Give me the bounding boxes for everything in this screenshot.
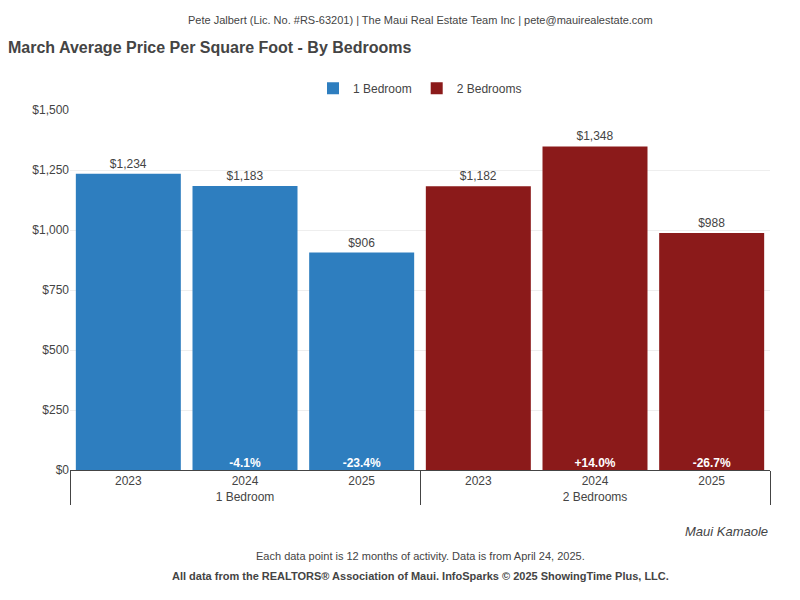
svg-text:Pete Jalbert (Lic. No. #RS-632: Pete Jalbert (Lic. No. #RS-63201) | The … <box>188 14 653 26</box>
svg-text:2025: 2025 <box>698 474 725 488</box>
svg-text:$1,500: $1,500 <box>32 103 69 117</box>
svg-text:$1,183: $1,183 <box>226 169 263 183</box>
svg-text:$0: $0 <box>56 463 70 477</box>
svg-text:1 Bedroom: 1 Bedroom <box>353 82 412 96</box>
svg-text:$988: $988 <box>698 216 725 230</box>
svg-text:2 Bedrooms: 2 Bedrooms <box>457 82 522 96</box>
svg-text:All data from the REALTORS® As: All data from the REALTORS® Association … <box>172 570 669 582</box>
svg-text:$500: $500 <box>42 343 69 357</box>
svg-text:$1,250: $1,250 <box>32 163 69 177</box>
svg-text:Maui Kamaole: Maui Kamaole <box>685 524 768 539</box>
svg-text:March Average Price Per Square: March Average Price Per Square Foot - By… <box>8 39 411 56</box>
svg-text:2023: 2023 <box>115 474 142 488</box>
svg-text:-23.4%: -23.4% <box>343 456 381 470</box>
svg-text:2 Bedrooms: 2 Bedrooms <box>563 490 628 504</box>
svg-text:$250: $250 <box>42 403 69 417</box>
svg-text:2025: 2025 <box>348 474 375 488</box>
svg-text:2023: 2023 <box>465 474 492 488</box>
svg-text:+14.0%: +14.0% <box>574 456 615 470</box>
svg-text:$1,234: $1,234 <box>110 157 147 171</box>
svg-text:1 Bedroom: 1 Bedroom <box>216 490 275 504</box>
svg-text:2024: 2024 <box>232 474 259 488</box>
svg-text:$1,000: $1,000 <box>32 223 69 237</box>
svg-text:Each data point is 12 months o: Each data point is 12 months of activity… <box>256 550 585 562</box>
svg-text:$1,182: $1,182 <box>460 169 497 183</box>
svg-text:-4.1%: -4.1% <box>229 456 261 470</box>
svg-text:$906: $906 <box>348 236 375 250</box>
svg-text:$750: $750 <box>42 283 69 297</box>
svg-text:-26.7%: -26.7% <box>693 456 731 470</box>
svg-text:2024: 2024 <box>582 474 609 488</box>
svg-text:$1,348: $1,348 <box>576 129 613 143</box>
